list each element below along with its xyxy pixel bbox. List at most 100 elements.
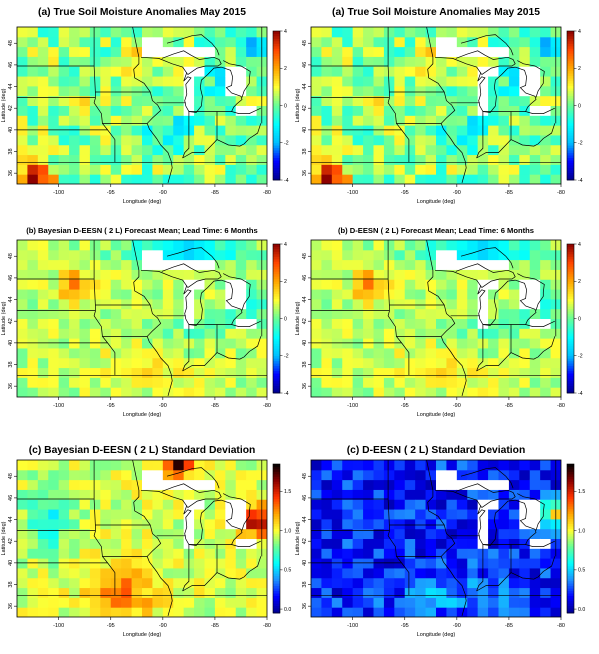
heatmap-cell (383, 56, 395, 67)
boundaries (17, 27, 267, 183)
heatmap-cell (235, 460, 247, 471)
heatmap-cell (89, 134, 101, 146)
heatmap-cell (89, 460, 101, 471)
heatmap-cell (477, 587, 489, 598)
heatmap-cell (550, 597, 561, 608)
heatmap-cell (383, 387, 395, 397)
heatmap-cell (342, 240, 354, 251)
heatmap-cell (311, 27, 322, 38)
heatmap-cell (48, 289, 60, 300)
heatmap-cell (529, 528, 541, 539)
heatmap-cell (58, 489, 70, 500)
heatmap-cell (48, 489, 60, 500)
heatmap-cell (352, 259, 364, 270)
heatmap-cell (404, 164, 416, 175)
y-axis-label: Latitude (deg) (295, 521, 301, 555)
heatmap-cell (404, 518, 416, 530)
heatmap-cell (404, 125, 416, 136)
heatmap-cell (321, 115, 333, 126)
heatmap-cell (519, 240, 531, 251)
heatmap-cell (383, 36, 395, 48)
heatmap-cell (456, 66, 468, 77)
heatmap-cell (540, 66, 552, 77)
heatmap-cell (142, 357, 153, 369)
heatmap-cell (256, 607, 267, 617)
heatmap-cell (48, 597, 60, 608)
heatmap-cell (498, 289, 510, 300)
heatmap-cell (488, 577, 499, 589)
heatmap-cell (204, 269, 216, 280)
heatmap-cell (446, 528, 458, 539)
heatmap-cell (477, 36, 489, 48)
heatmap-cell (436, 567, 447, 579)
heatmap-cell (131, 548, 143, 559)
heatmap-cell (508, 308, 520, 319)
heatmap-cell (58, 27, 70, 38)
heatmap-cell (173, 249, 185, 261)
heatmap-cell (498, 56, 510, 67)
heatmap-cell (17, 36, 28, 48)
heatmap-cell (100, 597, 112, 608)
heatmap-cell (467, 154, 479, 165)
heatmap-cell (69, 367, 80, 378)
heatmap-cell (27, 76, 39, 87)
heatmap-cell (110, 134, 122, 146)
heatmap-cell (183, 357, 195, 369)
heatmap-cell (331, 489, 343, 500)
heatmap-cell (498, 279, 510, 290)
heatmap-cell (214, 357, 226, 369)
heatmap-cell (373, 577, 385, 589)
heatmap-cell (456, 538, 468, 549)
y-tick-label: 48 (302, 473, 308, 479)
heatmap-cell (121, 66, 133, 77)
x-tick-label: -80 (557, 623, 565, 629)
heatmap-cell (235, 577, 247, 589)
heatmap-cell (152, 66, 164, 77)
heatmap-cell (342, 499, 354, 510)
heatmap-cell (529, 587, 541, 598)
heatmap-cell (214, 548, 226, 559)
heatmap-cell (142, 460, 153, 471)
heatmap-cell (321, 164, 333, 175)
heatmap-cell (467, 105, 479, 116)
heatmap-cell (446, 164, 458, 175)
heatmap-cell (425, 538, 437, 549)
heatmap-cell (425, 479, 437, 490)
heatmap-cell (373, 95, 385, 106)
heatmap-cell (529, 469, 541, 481)
heatmap-cell (456, 577, 468, 589)
heatmap-cell (131, 538, 143, 549)
heatmap-cell (48, 460, 60, 471)
heatmap-cell (17, 269, 28, 280)
heatmap-cell (363, 46, 374, 57)
heatmap-cell (477, 105, 489, 116)
plot-frame (310, 239, 562, 398)
heatmap-cell (79, 518, 91, 530)
heatmap-cell (152, 95, 164, 106)
heatmap-cell (540, 279, 552, 290)
boundary-line (476, 123, 556, 159)
y-tick-label: 40 (302, 560, 308, 566)
heatmap-cell (121, 85, 133, 97)
heatmap-cell (383, 567, 395, 579)
heatmap-cell (79, 279, 91, 290)
heatmap-cell (383, 528, 395, 539)
heatmap-cell (37, 367, 49, 378)
heatmap-cell (352, 249, 364, 261)
boundary-line (387, 240, 410, 376)
heatmap-cell (142, 367, 153, 378)
heatmap-cell (162, 318, 174, 329)
heatmap-cell (17, 328, 28, 339)
heatmap-cell (110, 46, 122, 57)
heatmap-cell (100, 76, 112, 87)
heatmap-cell (110, 387, 122, 397)
heatmap-cell (519, 469, 531, 481)
heatmap-cell (256, 567, 267, 579)
heatmap-cell (58, 548, 70, 559)
heatmap-cell (225, 357, 237, 369)
heatmap-cell (488, 259, 499, 270)
heatmap-cell (383, 538, 395, 549)
heatmap-cell (37, 587, 49, 598)
heatmap-cell (256, 144, 267, 156)
heatmap-cell (477, 95, 489, 106)
